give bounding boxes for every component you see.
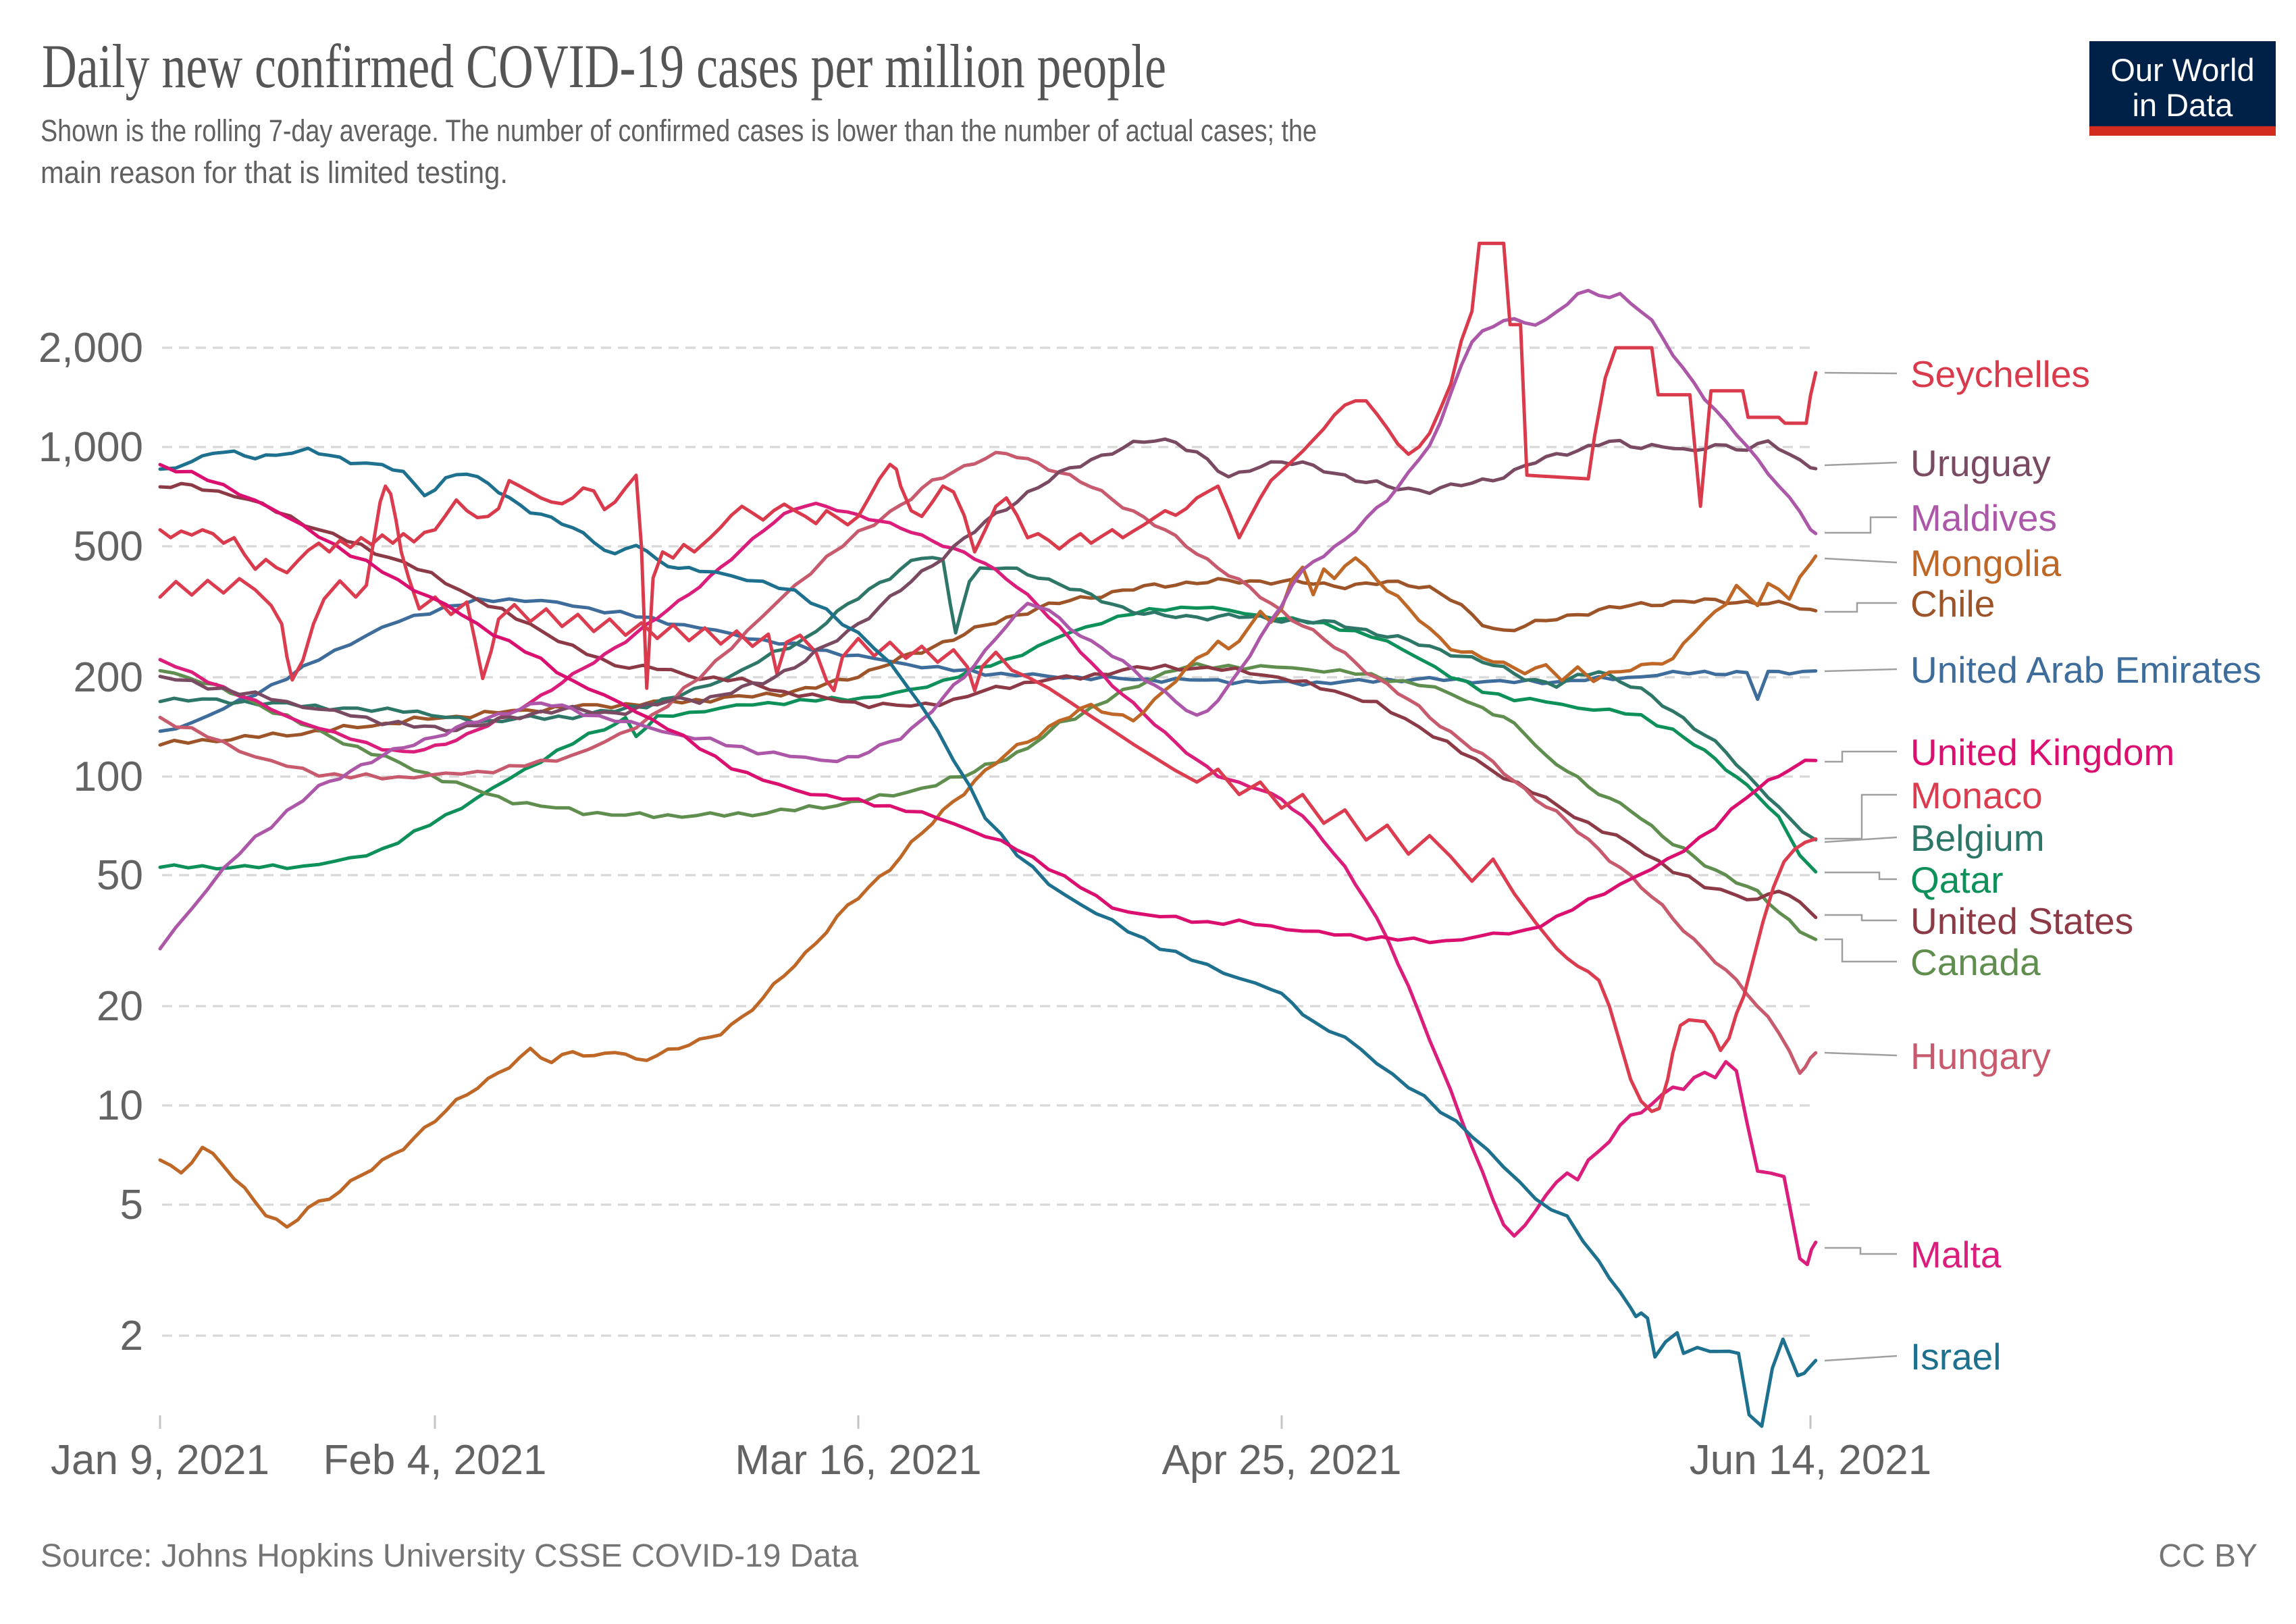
svg-text:2,000: 2,000 <box>38 325 143 371</box>
svg-text:main reason for that is limite: main reason for that is limited testing. <box>41 155 508 190</box>
svg-text:Shown is the rolling 7-day ave: Shown is the rolling 7-day average. The … <box>41 113 1317 148</box>
svg-text:Daily new confirmed COVID-19 c: Daily new confirmed COVID-19 cases per m… <box>42 32 1166 101</box>
svg-text:2: 2 <box>120 1313 143 1359</box>
svg-text:Seychelles: Seychelles <box>1910 353 2090 395</box>
svg-text:Jun 14, 2021: Jun 14, 2021 <box>1690 1437 1932 1484</box>
svg-text:1,000: 1,000 <box>38 424 143 471</box>
svg-text:Chile: Chile <box>1910 583 1995 625</box>
svg-text:Maldives: Maldives <box>1910 497 2057 539</box>
svg-text:Canada: Canada <box>1910 941 2041 983</box>
svg-text:50: 50 <box>97 852 143 899</box>
svg-text:Mongolia: Mongolia <box>1910 542 2062 584</box>
svg-text:100: 100 <box>74 754 143 800</box>
svg-text:Israel: Israel <box>1910 1336 2002 1378</box>
svg-text:Feb 4, 2021: Feb 4, 2021 <box>323 1437 547 1484</box>
svg-text:200: 200 <box>74 654 143 701</box>
svg-text:Apr 25, 2021: Apr 25, 2021 <box>1162 1437 1401 1484</box>
svg-text:5: 5 <box>120 1182 143 1228</box>
svg-text:in Data: in Data <box>2133 87 2234 123</box>
svg-text:10: 10 <box>97 1082 143 1129</box>
svg-text:United States: United States <box>1910 900 2133 942</box>
svg-text:500: 500 <box>74 523 143 570</box>
svg-text:Belgium: Belgium <box>1910 817 2045 859</box>
svg-text:United Arab Emirates: United Arab Emirates <box>1910 649 2262 691</box>
svg-text:Qatar: Qatar <box>1910 859 2004 901</box>
svg-text:Our World: Our World <box>2110 52 2254 88</box>
svg-text:Hungary: Hungary <box>1910 1035 2051 1077</box>
svg-text:United Kingdom: United Kingdom <box>1910 731 2174 773</box>
svg-text:20: 20 <box>97 983 143 1030</box>
svg-text:CC BY: CC BY <box>2158 1538 2258 1574</box>
svg-text:Mar 16, 2021: Mar 16, 2021 <box>735 1437 981 1484</box>
svg-text:Monaco: Monaco <box>1910 775 2043 816</box>
svg-text:Jan 9, 2021: Jan 9, 2021 <box>51 1437 269 1484</box>
svg-text:Malta: Malta <box>1910 1234 2002 1276</box>
svg-text:Source: Johns Hopkins Universi: Source: Johns Hopkins University CSSE CO… <box>41 1538 858 1574</box>
svg-text:Uruguay: Uruguay <box>1910 442 2051 484</box>
